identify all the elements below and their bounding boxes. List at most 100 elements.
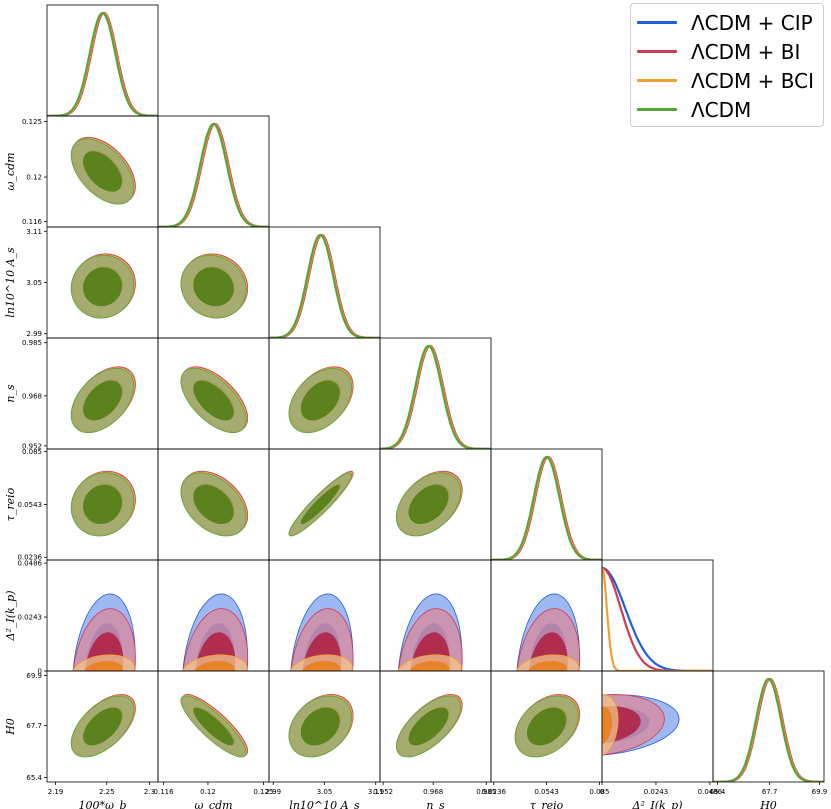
panel-H0-Delta_I <box>602 694 680 757</box>
xlabel-H0: H0 <box>759 799 777 809</box>
curve-omega_cdm-0 <box>158 122 269 227</box>
contour-inner-3 <box>408 707 449 746</box>
panel-Delta_I-omega_cdm <box>181 593 249 671</box>
ylabel-omega_cdm: ω_cdm <box>4 152 17 190</box>
xtick-label-H0-0: 65.4 <box>710 788 726 796</box>
panel-frame <box>46 4 159 117</box>
panel-n_s-n_s <box>380 344 491 449</box>
panel-tau_reio-tau_reio <box>491 455 602 560</box>
panel-Delta_I-n_s <box>397 593 463 671</box>
ytick-label-omega_cdm-2: 0.125 <box>22 118 42 126</box>
curve-omega_b-1 <box>47 11 158 116</box>
panel-tau_reio-n_s <box>395 470 463 537</box>
legend-entry-0: ΛCDM + CIP <box>637 8 817 37</box>
panel-frame <box>712 670 825 783</box>
legend-entry-1: ΛCDM + BI <box>637 37 817 66</box>
ytick-label-tau_reio-2: 0.085 <box>22 448 42 456</box>
contour-inner-3 <box>83 380 122 421</box>
xtick-label-tau_reio-2: 0.085 <box>589 788 609 796</box>
contour-inner-2 <box>194 661 235 671</box>
panel-Delta_I-tau_reio <box>515 593 581 671</box>
ylabel-tau_reio: τ_reio <box>4 487 17 521</box>
curve-omega_cdm-2 <box>158 122 269 227</box>
xtick-label-ln10As-1: 3.05 <box>317 788 333 796</box>
curve-ln10As-0 <box>269 233 380 338</box>
ytick-label-H0-1: 67.7 <box>26 722 42 730</box>
xtick-label-Delta_I-0: 0 <box>600 788 604 796</box>
curve-ln10As-3 <box>269 233 380 338</box>
contour-inner-3 <box>408 484 449 524</box>
panel-tau_reio-ln10As <box>288 470 354 537</box>
legend-entry-3: ΛCDM <box>637 95 817 124</box>
xtick-label-Delta_I-2: 0.0486 <box>698 788 723 796</box>
panel-omega_cdm-omega_b <box>70 136 136 205</box>
ytick-label-ln10As-2: 3.11 <box>26 228 42 236</box>
curve-tau_reio-2 <box>491 455 602 560</box>
contour-inner-2 <box>409 661 450 671</box>
panel-n_s-omega_cdm <box>180 366 249 434</box>
panel-frame <box>157 115 270 228</box>
curve-Delta_I-1 <box>602 566 713 671</box>
xtick-label-Delta_I-1: 0.0243 <box>644 788 669 796</box>
xlabel-Delta_I: Δ²_I(k_p) <box>632 799 683 809</box>
xtick-label-ln10As-0: 2.99 <box>265 788 281 796</box>
legend-label-0: ΛCDM + CIP <box>691 10 813 35</box>
curve-Delta_I-0 <box>602 566 713 671</box>
contour-inner-2 <box>84 661 123 671</box>
contour-inner-3 <box>83 484 122 524</box>
legend-line-1 <box>637 50 677 53</box>
curve-tau_reio-3 <box>491 455 602 560</box>
curve-H0-2 <box>713 677 824 782</box>
ylabel-ln10As: ln10^10 A_s <box>4 247 17 318</box>
xtick-label-omega_b-0: 2.19 <box>48 788 64 796</box>
panel-Delta_I-omega_b <box>72 593 136 671</box>
panel-ln10As-omega_b <box>70 253 136 319</box>
xtick-label-H0-2: 69.9 <box>812 788 828 796</box>
xlabel-tau_reio: τ_reio <box>530 799 564 809</box>
legend-label-3: ΛCDM <box>691 97 752 122</box>
contour-inner-3 <box>193 267 234 307</box>
ytick-label-H0-2: 69.9 <box>26 672 42 680</box>
contour-inner-3 <box>300 707 340 746</box>
curve-omega_cdm-1 <box>158 122 269 227</box>
xtick-label-omega_b-1: 2.25 <box>99 788 115 796</box>
contour-inner-3 <box>193 380 234 421</box>
ylabel-n_s: n_s <box>4 384 17 403</box>
curve-omega_b-0 <box>47 11 158 116</box>
xlabel-omega_cdm: ω_cdm <box>194 799 232 809</box>
xtick-label-n_s-0: 0.952 <box>373 788 393 796</box>
panel-Delta_I-Delta_I <box>602 566 713 671</box>
curve-omega_b-3 <box>47 11 158 116</box>
curve-Delta_I-2 <box>602 567 713 671</box>
curve-H0-0 <box>713 677 824 782</box>
contour-inner-3 <box>83 267 122 307</box>
curve-tau_reio-1 <box>491 455 602 560</box>
panel-H0-ln10As <box>288 694 354 758</box>
panel-ln10As-ln10As <box>269 233 380 338</box>
contour-inner-3 <box>300 380 340 421</box>
xlabel-ln10As: ln10^10 A_s <box>289 799 360 809</box>
panel-ln10As-omega_cdm <box>180 253 249 319</box>
panel-H0-H0 <box>713 677 824 782</box>
curve-n_s-3 <box>380 344 491 449</box>
xtick-label-omega_b-2: 2.3 <box>144 788 155 796</box>
xlabel-omega_b: 100*ω_b <box>78 799 126 809</box>
legend-line-3 <box>637 108 677 111</box>
xtick-label-ln10As-2: 3.11 <box>368 788 384 796</box>
curve-omega_b-2 <box>47 11 158 116</box>
contour-inner-3 <box>300 484 340 524</box>
contour-inner-3 <box>193 484 234 524</box>
xtick-label-omega_cdm-2: 0.125 <box>253 788 273 796</box>
ytick-label-omega_cdm-1: 0.12 <box>26 174 42 182</box>
legend: ΛCDM + CIP ΛCDM + BI ΛCDM + BCI ΛCDM <box>630 3 824 127</box>
curve-tau_reio-0 <box>491 456 602 560</box>
legend-label-2: ΛCDM + BCI <box>691 68 815 93</box>
xtick-label-H0-1: 67.7 <box>762 788 778 796</box>
panel-omega_cdm-omega_cdm <box>158 122 269 227</box>
legend-line-0 <box>637 21 677 24</box>
ytick-label-n_s-2: 0.985 <box>22 339 42 347</box>
contour-inner-2 <box>602 706 612 745</box>
curve-omega_cdm-3 <box>158 122 269 227</box>
panel-frame <box>490 448 603 561</box>
xtick-label-n_s-1: 0.968 <box>423 788 443 796</box>
